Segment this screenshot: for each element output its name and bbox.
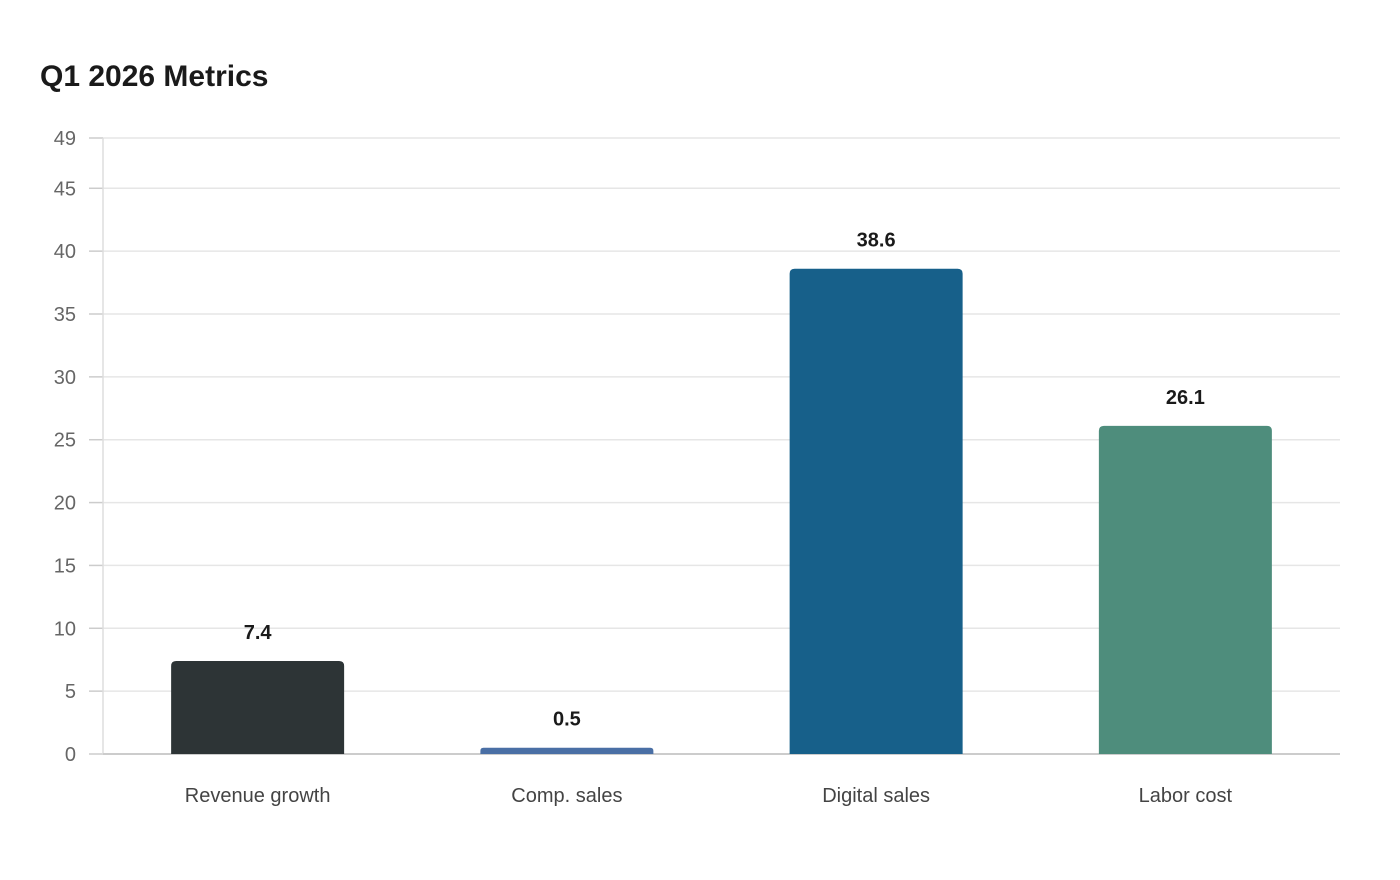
y-tick-label: 20 [54,493,76,515]
value-label: 38.6 [857,230,896,252]
y-tick-label: 30 [54,367,76,389]
category-label: Comp. sales [511,785,622,807]
category-label: Labor cost [1139,785,1233,807]
chart-title: Q1 2026 Metrics [40,60,269,93]
bars [171,268,1272,754]
y-tick-labels: 0 5 10 15 20 25 30 35 40 45 49 [54,128,76,766]
bar-labor-cost [1098,425,1272,754]
bar-comp-sales [480,747,654,754]
y-tick-label: 15 [54,555,76,577]
y-tick-label: 25 [54,430,76,452]
y-tick-label: 0 [65,744,76,766]
y-tick-label: 45 [54,178,76,200]
value-label: 26.1 [1166,387,1205,409]
category-labels: Revenue growth Comp. sales Digital sales La… [185,785,1233,807]
value-label: 7.4 [244,622,273,644]
bar-revenue-growth [171,660,345,754]
value-label: 0.5 [553,709,581,731]
y-tick-label: 40 [54,241,76,263]
y-tick-label: 5 [65,681,76,703]
y-tick-label: 10 [54,618,76,640]
y-tick-label: 35 [54,304,76,326]
value-labels: 7.4 0.5 38.6 26.1 [244,230,1205,731]
category-label: Revenue growth [185,785,331,807]
category-label: Digital sales [822,785,930,807]
gridlines [103,137,1340,692]
y-tick-label: 49 [54,128,76,150]
bar-digital-sales [789,268,963,754]
